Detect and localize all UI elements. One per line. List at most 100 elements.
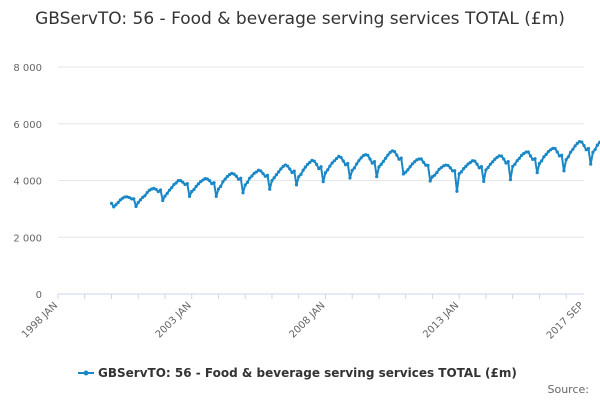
data-point[interactable] (495, 155, 499, 160)
data-point[interactable] (435, 170, 439, 175)
data-point[interactable] (462, 167, 466, 171)
data-point[interactable] (455, 189, 459, 193)
data-point[interactable] (595, 143, 599, 147)
data-point[interactable] (288, 167, 292, 171)
data-point[interactable] (145, 191, 149, 195)
data-point[interactable] (241, 191, 245, 195)
data-point[interactable] (223, 177, 227, 181)
data-point[interactable] (473, 159, 477, 163)
data-point[interactable] (417, 157, 421, 161)
data-point[interactable] (379, 162, 383, 166)
data-point[interactable] (519, 153, 524, 157)
data-point[interactable] (181, 180, 185, 184)
data-point[interactable] (482, 179, 486, 183)
data-point[interactable] (571, 147, 575, 151)
data-point[interactable] (341, 159, 345, 163)
data-point[interactable] (274, 173, 279, 177)
data-point[interactable] (350, 168, 354, 172)
data-point[interactable] (254, 170, 258, 174)
data-point[interactable] (575, 141, 579, 145)
data-point[interactable] (326, 168, 330, 172)
data-point[interactable] (560, 153, 564, 157)
data-point[interactable] (187, 194, 192, 198)
data-point[interactable] (306, 162, 310, 166)
data-point[interactable] (192, 187, 196, 192)
data-point[interactable] (499, 154, 504, 158)
data-point[interactable] (466, 162, 470, 166)
data-point[interactable] (279, 167, 283, 171)
data-point[interactable] (479, 164, 484, 169)
data-point[interactable] (502, 157, 506, 161)
data-point[interactable] (406, 168, 410, 172)
data-point[interactable] (453, 169, 457, 173)
data-point[interactable] (172, 183, 176, 187)
data-point[interactable] (580, 140, 584, 144)
data-point[interactable] (399, 156, 403, 160)
data-point[interactable] (207, 179, 212, 183)
data-point[interactable] (281, 164, 285, 169)
data-point[interactable] (553, 146, 557, 151)
data-point[interactable] (136, 200, 140, 205)
data-point[interactable] (272, 176, 276, 180)
data-point[interactable] (109, 201, 114, 205)
data-point[interactable] (386, 153, 390, 157)
data-point[interactable] (268, 187, 272, 191)
data-point[interactable] (270, 179, 274, 183)
data-point[interactable] (573, 144, 577, 148)
data-point[interactable] (118, 198, 123, 202)
data-point[interactable] (308, 160, 312, 164)
data-point[interactable] (410, 162, 414, 166)
data-point[interactable] (261, 172, 265, 176)
data-point[interactable] (388, 150, 392, 155)
data-point[interactable] (426, 163, 430, 167)
data-point[interactable] (457, 172, 461, 176)
data-point[interactable] (312, 159, 316, 163)
data-point[interactable] (299, 172, 303, 176)
data-point[interactable] (321, 180, 325, 184)
data-point[interactable] (317, 166, 321, 171)
data-point[interactable] (535, 171, 539, 175)
source-label[interactable]: Source: (548, 383, 590, 396)
data-point[interactable] (112, 205, 116, 209)
data-point[interactable] (301, 168, 305, 172)
data-point[interactable] (339, 155, 343, 160)
data-point[interactable] (421, 160, 426, 164)
data-point[interactable] (303, 165, 307, 169)
data-point[interactable] (546, 150, 550, 154)
data-point[interactable] (506, 159, 510, 164)
data-point[interactable] (176, 179, 180, 183)
series-line[interactable] (110, 112, 600, 208)
data-point[interactable] (493, 157, 497, 161)
data-point[interactable] (158, 188, 163, 192)
data-point[interactable] (167, 188, 172, 192)
legend-item-label[interactable]: GBServTO: 56 - Food & beverage serving s… (98, 366, 517, 380)
data-point[interactable] (533, 157, 537, 161)
data-point[interactable] (569, 150, 573, 154)
data-point[interactable] (352, 166, 357, 170)
data-point[interactable] (163, 194, 167, 198)
data-point[interactable] (248, 176, 252, 180)
data-point[interactable] (165, 191, 169, 196)
data-point[interactable] (190, 189, 194, 194)
data-point[interactable] (335, 156, 339, 161)
data-point[interactable] (597, 140, 600, 145)
data-point[interactable] (419, 157, 423, 161)
data-point[interactable] (214, 194, 218, 198)
data-point[interactable] (132, 197, 136, 201)
data-point[interactable] (508, 177, 513, 182)
data-point[interactable] (368, 157, 372, 161)
data-point[interactable] (437, 167, 441, 171)
data-point[interactable] (245, 180, 250, 184)
data-point[interactable] (332, 159, 336, 163)
series-group[interactable] (109, 110, 600, 209)
data-point[interactable] (448, 166, 452, 170)
data-point[interactable] (185, 182, 189, 186)
data-point[interactable] (384, 156, 388, 160)
data-point[interactable] (491, 160, 495, 164)
data-point[interactable] (196, 182, 201, 186)
data-point[interactable] (277, 170, 281, 174)
data-point[interactable] (381, 159, 385, 164)
data-point[interactable] (564, 158, 568, 162)
data-point[interactable] (199, 180, 203, 184)
data-point[interactable] (475, 162, 479, 166)
